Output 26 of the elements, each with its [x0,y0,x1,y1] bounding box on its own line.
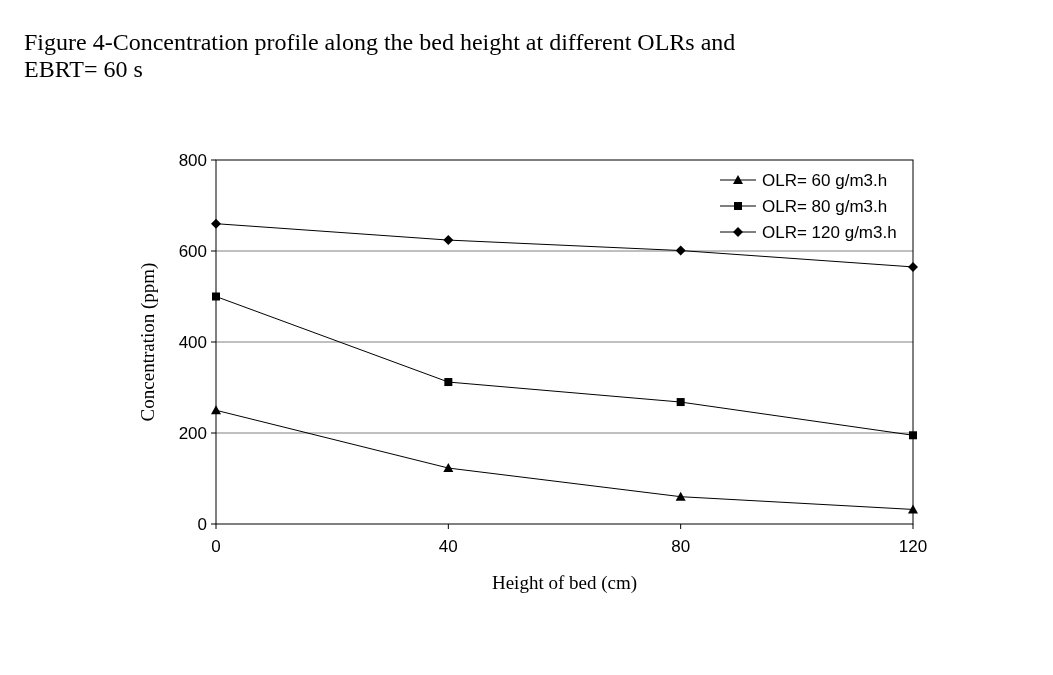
x-tick-label: 0 [211,537,221,556]
x-tick-label: 120 [898,537,928,556]
point [676,398,685,407]
y-tick-label: 800 [178,150,207,170]
point [675,245,686,256]
point [211,218,221,229]
point [909,431,917,440]
point [908,261,918,272]
x-tick-label: 80 [671,537,691,556]
point [675,491,686,501]
legend-label: OLR= 60 g/m3.h [762,170,888,190]
point [212,292,220,301]
y-tick-label: 600 [178,241,207,261]
legend-label: OLR= 120 g/m3.h [762,222,897,242]
y-axis-title: Concentration (ppm) [137,262,159,422]
point [443,235,454,246]
point [443,463,454,473]
chart-title: Figure 4-Concentration profile along the bed height at different OLRs and EBRT= 60 s [24,29,736,82]
x-tick-label: 40 [438,537,458,556]
y-tick-label: 200 [178,423,207,443]
point [444,378,453,387]
point [211,405,221,415]
x-axis-title: Height of bed (cm) [491,572,638,594]
y-tick-label: 400 [178,332,207,352]
legend-label: OLR= 80 g/m3.h [762,196,888,216]
y-tick-label: 0 [197,514,207,534]
